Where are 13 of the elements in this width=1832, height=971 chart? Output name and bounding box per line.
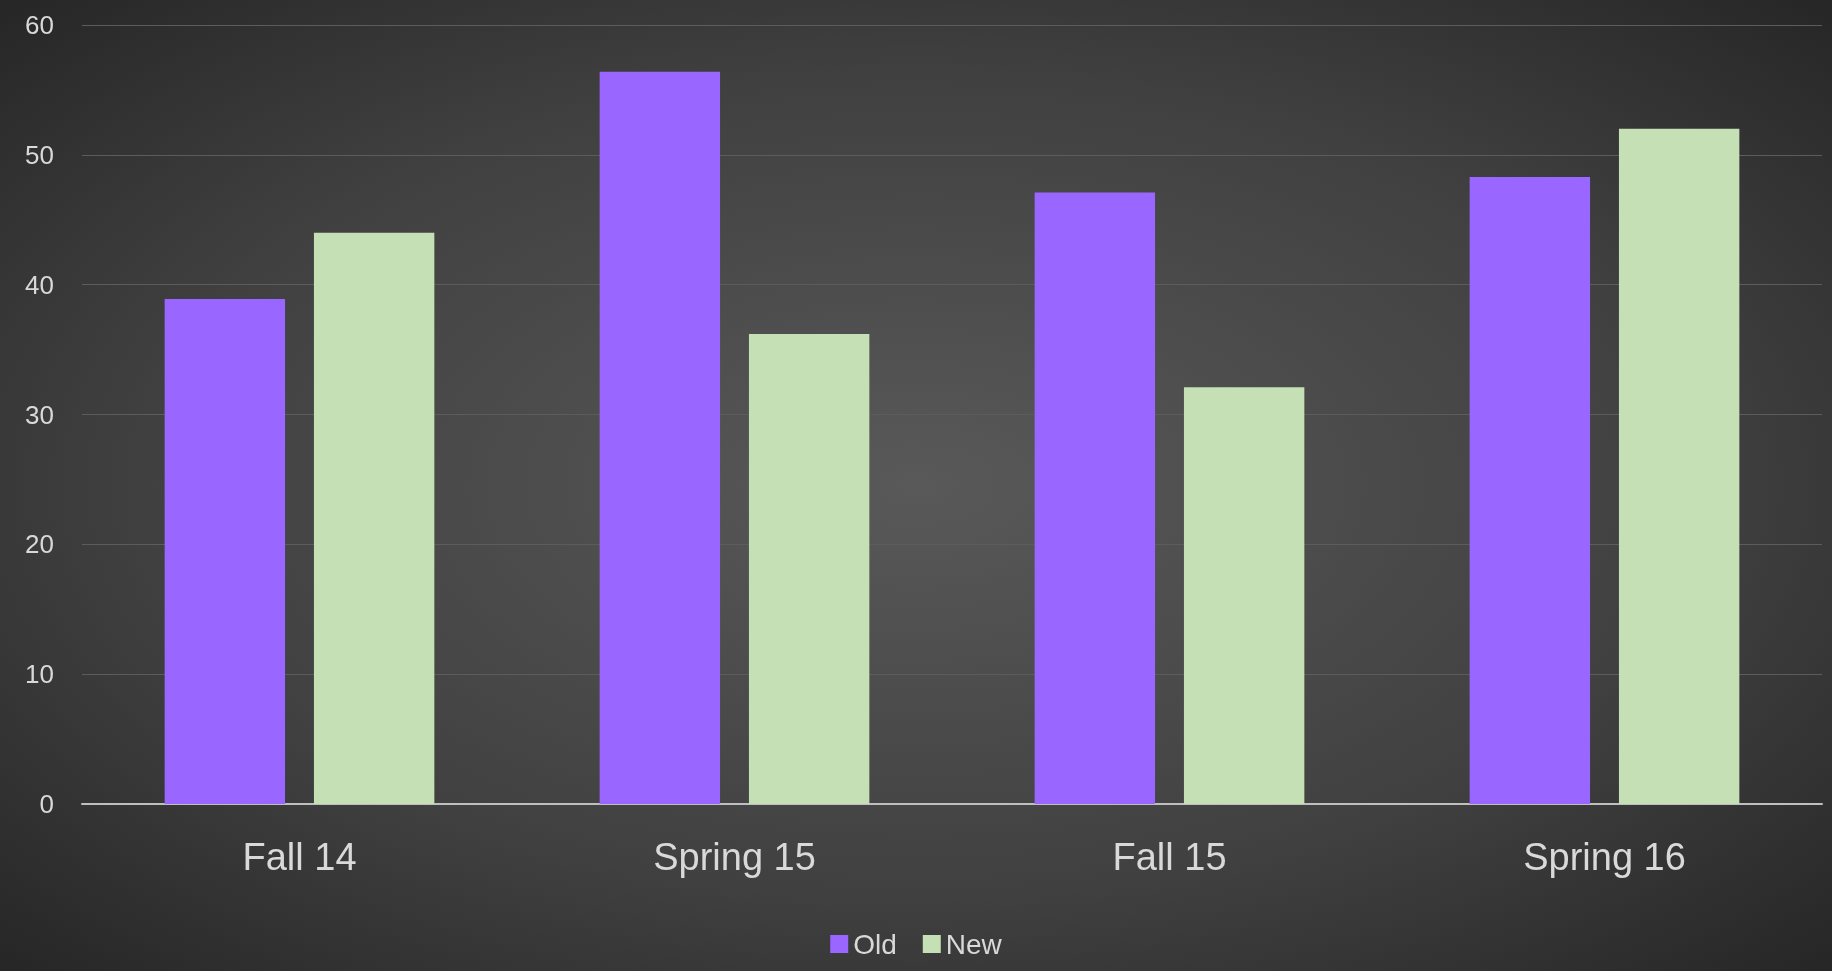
x-tick-label: Fall 15 — [1112, 836, 1227, 878]
y-tick-label: 40 — [25, 269, 54, 300]
y-tick-label: 30 — [25, 399, 54, 430]
legend-label: Old — [853, 928, 897, 960]
legend-label: New — [945, 928, 1003, 960]
x-tick-label: Spring 15 — [653, 836, 816, 878]
y-tick-label: 0 — [39, 789, 54, 819]
x-tick-label: Spring 16 — [1523, 836, 1686, 878]
y-tick-label: 20 — [25, 529, 54, 560]
y-tick-label: 10 — [25, 659, 54, 690]
y-tick-label: 60 — [25, 10, 54, 40]
y-tick-label: 50 — [25, 139, 54, 170]
x-tick-label: Fall 14 — [242, 836, 357, 878]
